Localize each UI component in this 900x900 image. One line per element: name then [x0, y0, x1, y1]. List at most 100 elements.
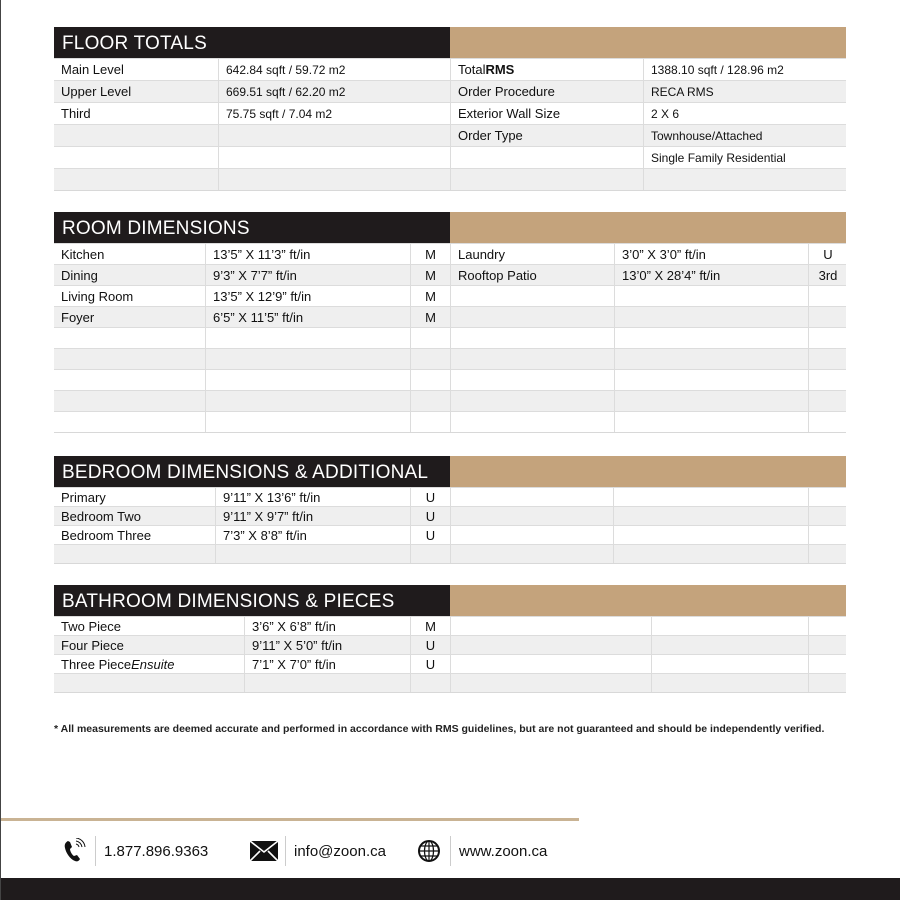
- label-cell: [451, 655, 651, 673]
- value-cell: [205, 370, 410, 390]
- footer-bar: [1, 878, 900, 900]
- label-cell: Bedroom Three: [61, 527, 152, 543]
- right-half: Laundry 3’0” X 3’0” ft/in U: [450, 244, 847, 264]
- globe-icon: [414, 839, 444, 863]
- right-half: [450, 526, 847, 544]
- label-cell: Upper Level: [61, 84, 132, 99]
- label-cell: [451, 488, 613, 506]
- level-cell: M: [410, 286, 450, 306]
- header-accent: [450, 585, 846, 616]
- phone-contact[interactable]: 1.877.896.9363: [59, 836, 209, 866]
- left-half: Two Piece 3’6” X 6’8” ft/in M: [54, 617, 450, 635]
- phone-text[interactable]: 1.877.896.9363: [104, 842, 209, 860]
- divider: [1, 818, 579, 821]
- value-cell: [614, 412, 808, 432]
- label-cell: [451, 370, 614, 390]
- right-half: Order Type Townhouse/Attached: [450, 125, 847, 146]
- label-cell: [451, 507, 613, 525]
- right-half: Rooftop Patio 13’0” X 28’4” ft/in 3rd: [450, 265, 847, 285]
- label-cell: [451, 286, 614, 306]
- level-cell: [410, 391, 450, 411]
- table-row: Order Type Townhouse/Attached: [54, 124, 846, 146]
- header-accent: [450, 27, 846, 58]
- label-cell: Laundry: [458, 246, 505, 262]
- level-cell: [808, 307, 847, 327]
- table-row: Primary 9’11” X 13’6” ft/in U: [54, 487, 846, 506]
- value-cell: 642.84 sqft / 59.72 m2: [218, 59, 450, 80]
- left-half: [54, 169, 450, 190]
- left-half: [54, 349, 450, 369]
- label-cell: Living Room: [61, 288, 134, 304]
- label-cell: [451, 617, 651, 635]
- label-cell: Kitchen: [61, 246, 105, 262]
- web-contact[interactable]: www.zoon.ca: [414, 836, 548, 866]
- right-half: [450, 307, 847, 327]
- label-cell: [54, 169, 218, 190]
- level-cell: U: [410, 636, 450, 654]
- label-cell: [451, 307, 614, 327]
- label-cell: [54, 125, 218, 146]
- value-cell: [614, 328, 808, 348]
- section-title: ROOM DIMENSIONS: [54, 212, 450, 243]
- value-cell: Townhouse/Attached: [643, 125, 847, 146]
- value-cell: 1388.10 sqft / 128.96 m2: [643, 59, 847, 80]
- label-cell: Four Piece: [61, 637, 124, 653]
- left-half: [54, 545, 450, 563]
- level-cell: U: [410, 507, 450, 525]
- level-cell: M: [410, 244, 450, 264]
- label-cell: [451, 169, 643, 190]
- floor-totals-section: FLOOR TOTALS Main Level 642.84 sqft / 59.7…: [54, 27, 846, 191]
- table-row: Kitchen 13’5” X 11’3” ft/in M Laundry 3’0” X…: [54, 243, 846, 264]
- table-row: [54, 369, 846, 390]
- label-cell: Two Piece: [61, 618, 121, 634]
- section-header: FLOOR TOTALS: [54, 27, 846, 58]
- right-half: [450, 169, 847, 190]
- label-cell: Bedroom Two: [61, 508, 141, 524]
- label-cell: Primary: [61, 489, 106, 505]
- right-half: [450, 488, 847, 506]
- label-cell: [54, 328, 205, 348]
- value-cell: [613, 545, 808, 563]
- label-cell: [54, 147, 218, 168]
- value-cell: [205, 349, 410, 369]
- level-cell: M: [410, 617, 450, 635]
- value-cell: [643, 169, 847, 190]
- value-cell: [218, 147, 450, 168]
- level-cell: [808, 617, 847, 635]
- bedroom-dimensions-section: BEDROOM DIMENSIONS & ADDITIONAL Primary 9’…: [54, 456, 846, 564]
- table-row: Bedroom Two 9’11” X 9’7” ft/in U: [54, 506, 846, 525]
- value-cell: 9’11” X 5’0” ft/in: [244, 636, 410, 654]
- value-cell: Single Family Residential: [643, 147, 847, 168]
- label-cell: [451, 147, 643, 168]
- label-cell: [451, 349, 614, 369]
- left-half: [54, 370, 450, 390]
- left-half: Three Piece Ensuite 7’1” X 7’0” ft/in U: [54, 655, 450, 673]
- label-cell: [451, 636, 651, 654]
- table-row: Living Room 13’5” X 12’9” ft/in M: [54, 285, 846, 306]
- table-row: Three Piece Ensuite 7’1” X 7’0” ft/in U: [54, 654, 846, 673]
- email-contact[interactable]: info@zoon.ca: [249, 836, 386, 866]
- footnote: * All measurements are deemed accurate a…: [54, 723, 825, 735]
- right-half: [450, 507, 847, 525]
- email-text[interactable]: info@zoon.ca: [294, 842, 386, 860]
- level-cell: [808, 526, 847, 544]
- value-cell: 13’5” X 12’9” ft/in: [205, 286, 410, 306]
- value-cell: [614, 391, 808, 411]
- value-cell: [613, 526, 808, 544]
- value-cell: [205, 391, 410, 411]
- level-cell: U: [410, 526, 450, 544]
- right-half: [450, 412, 847, 432]
- table-row: Four Piece 9’11” X 5’0” ft/in U: [54, 635, 846, 654]
- table-row: [54, 348, 846, 369]
- label-cell: Order Procedure: [458, 84, 555, 99]
- value-cell: [205, 328, 410, 348]
- label-cell: [451, 328, 614, 348]
- right-half: [450, 328, 847, 348]
- value-cell: 669.51 sqft / 62.20 m2: [218, 81, 450, 102]
- value-cell: 3’6” X 6’8” ft/in: [244, 617, 410, 635]
- bathroom-dimensions-section: BATHROOM DIMENSIONS & PIECES Two Piece 3’6…: [54, 585, 846, 693]
- value-cell: 6’5” X 11’5” ft/in: [205, 307, 410, 327]
- web-text[interactable]: www.zoon.ca: [459, 842, 548, 860]
- left-half: Bedroom Two 9’11” X 9’7” ft/in U: [54, 507, 450, 525]
- label-cell: Main Level: [61, 62, 124, 77]
